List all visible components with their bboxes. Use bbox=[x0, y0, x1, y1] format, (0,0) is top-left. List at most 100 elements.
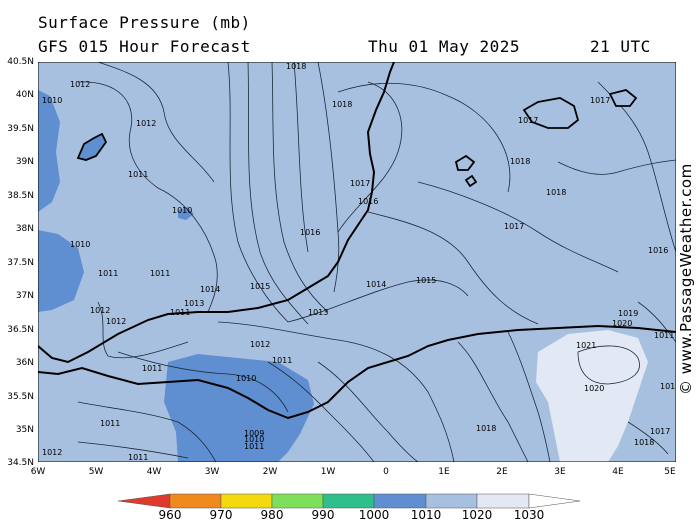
lon-label: 5W bbox=[88, 467, 104, 477]
isobar-label: 1017 bbox=[518, 116, 538, 125]
isobar-label: 1018 bbox=[476, 424, 496, 433]
forecast-date: Thu 01 May 2025 bbox=[368, 37, 520, 56]
colorbar-swatch bbox=[220, 493, 273, 509]
lon-label: 4W bbox=[146, 467, 162, 477]
isobar-label: 1011 bbox=[100, 419, 120, 428]
isobar-label: 1013 bbox=[184, 299, 204, 308]
colorbar-label: 960 bbox=[158, 508, 182, 522]
isobar-label: 1011 bbox=[244, 442, 264, 451]
isobar-label: 1017 bbox=[504, 222, 524, 231]
forecast-label: GFS 015 Hour Forecast bbox=[38, 37, 251, 56]
colorbar-label: 970 bbox=[209, 508, 233, 522]
colorbar-label: 1020 bbox=[461, 508, 493, 522]
colorbar-swatch bbox=[425, 493, 478, 509]
isobar-label: 1011 bbox=[170, 308, 190, 317]
isobar-label: 1020 bbox=[584, 384, 604, 393]
isobar-label: 1012 bbox=[70, 80, 90, 89]
isobar-label: 1016 bbox=[358, 197, 378, 206]
isobar-labels: 1018 1012 1010 1012 1018 1017 1017 1011 … bbox=[42, 62, 676, 462]
colorbar-label: 1030 bbox=[513, 508, 545, 522]
lat-label: 35.5N bbox=[7, 392, 34, 402]
colorbar-label: 980 bbox=[260, 508, 284, 522]
lat-label: 38.5N bbox=[7, 191, 34, 201]
isobar-label: 1018 bbox=[510, 157, 530, 166]
lon-label: 5E bbox=[664, 467, 676, 477]
isobar-label: 1011 bbox=[272, 356, 292, 365]
isobar-label: 1018 bbox=[332, 100, 352, 109]
lon-label: 0 bbox=[383, 467, 389, 477]
colorbar-swatch bbox=[476, 493, 530, 509]
isobar-label: 1019 bbox=[618, 309, 638, 318]
colorbar-swatch bbox=[373, 493, 427, 509]
isobar-label: 1011 bbox=[128, 453, 148, 462]
low-pressure-pocket bbox=[178, 207, 194, 220]
isobar-label: 1010 bbox=[42, 96, 62, 105]
isobar-label: 1013 bbox=[308, 308, 328, 317]
isobar-label: 1012 bbox=[106, 317, 126, 326]
pressure-colorbar bbox=[118, 493, 581, 509]
isobar-label: 1012 bbox=[90, 306, 110, 315]
lon-label: 6W bbox=[30, 467, 46, 477]
low-pressure-area-south bbox=[164, 354, 314, 462]
isobar-label: 1015 bbox=[416, 276, 436, 285]
isobar-lines bbox=[77, 62, 676, 462]
colorbar-swatch bbox=[322, 493, 375, 509]
lon-label: 3W bbox=[204, 467, 220, 477]
isobar-label: 1012 bbox=[136, 119, 156, 128]
lat-label: 36N bbox=[15, 358, 34, 368]
isobar-label: 1016 bbox=[648, 246, 668, 255]
colorbar-end-arrow bbox=[528, 493, 581, 509]
isobar-label: 1017 bbox=[590, 96, 610, 105]
lon-label: 3E bbox=[554, 467, 566, 477]
colorbar-swatch bbox=[271, 493, 324, 509]
lat-label: 36.5N bbox=[7, 325, 34, 335]
isobar-label: 1014 bbox=[200, 285, 220, 294]
coastline bbox=[38, 62, 676, 420]
isobar-label: 1010 bbox=[70, 240, 90, 249]
low-pressure-area-west bbox=[38, 90, 60, 212]
isobar-label: 1014 bbox=[366, 280, 386, 289]
isobar-label: 1016 bbox=[300, 228, 320, 237]
isobar-label: 1020 bbox=[612, 319, 632, 328]
isobar-label: 1017 bbox=[650, 427, 670, 436]
lon-label: 1E bbox=[438, 467, 450, 477]
lon-label: 2E bbox=[496, 467, 508, 477]
isobar-label: 1009 bbox=[244, 429, 264, 438]
isobar-label: 1011 bbox=[128, 170, 148, 179]
isobar-label: 1010 bbox=[172, 206, 192, 215]
lon-label: 4E bbox=[612, 467, 624, 477]
isobar-label: 1021 bbox=[576, 341, 596, 350]
isobar-label: 1011 bbox=[142, 364, 162, 373]
isobar-label: 1011 bbox=[98, 269, 118, 278]
credit-text: © www.PassageWeather.com bbox=[677, 163, 695, 395]
lat-label: 38N bbox=[15, 224, 34, 234]
low-pressure-area-southwest bbox=[38, 230, 84, 312]
isobar-label: 1015 bbox=[250, 282, 270, 291]
colorbar-label: 1000 bbox=[358, 508, 390, 522]
lat-label: 40.5N bbox=[7, 57, 34, 67]
lat-label: 40N bbox=[15, 90, 34, 100]
colorbar-label: 1010 bbox=[410, 508, 442, 522]
pressure-map: 1018 1012 1010 1012 1018 1017 1017 1011 … bbox=[38, 62, 676, 462]
colorbar-swatch bbox=[118, 493, 171, 509]
isobar-label: 1018 bbox=[634, 438, 654, 447]
isobar-label: 1010 bbox=[236, 374, 256, 383]
isobar-label: 1010 bbox=[660, 382, 676, 391]
lat-label: 35N bbox=[15, 425, 34, 435]
colorbar-swatch bbox=[169, 493, 222, 509]
high-pressure-area bbox=[536, 330, 648, 462]
coast-inlet bbox=[76, 132, 108, 161]
isobar-label: 1012 bbox=[42, 448, 62, 457]
colorbar-label: 990 bbox=[311, 508, 335, 522]
isobar-label: 1018 bbox=[546, 188, 566, 197]
lon-label: 2W bbox=[262, 467, 278, 477]
balearic-islands bbox=[454, 89, 638, 188]
forecast-time: 21 UTC bbox=[590, 37, 651, 56]
lat-label: 34.5N bbox=[7, 458, 34, 468]
map-title: Surface Pressure (mb) bbox=[38, 13, 251, 32]
lat-label: 39N bbox=[15, 157, 34, 167]
isobar-label: 1011 bbox=[654, 331, 674, 340]
isobar-label: 1012 bbox=[250, 340, 270, 349]
lat-label: 37.5N bbox=[7, 258, 34, 268]
isobar-label: 1018 bbox=[286, 62, 306, 71]
